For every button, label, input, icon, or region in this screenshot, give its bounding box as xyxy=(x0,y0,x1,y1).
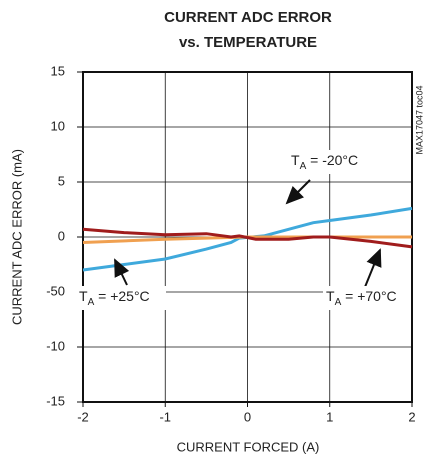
label-bg xyxy=(288,150,350,174)
data-line xyxy=(82,227,413,249)
annotation: TA = -20°C xyxy=(291,152,358,172)
y-tick-label: 5 xyxy=(58,173,65,188)
x-tick-label: 0 xyxy=(244,409,251,424)
chart-title: CURRENT ADC ERROR xyxy=(164,9,332,26)
arrow xyxy=(114,258,130,286)
arrow xyxy=(364,248,382,288)
y-tick-label: 10 xyxy=(51,118,65,133)
chart-subtitle: vs. TEMPERATURE xyxy=(179,34,317,51)
label-bg xyxy=(323,286,411,310)
y-tick-label: -10 xyxy=(46,338,65,353)
y-tick-label: 15 xyxy=(51,63,65,78)
annotation: TA = +70°C xyxy=(326,288,397,308)
label-bg xyxy=(76,286,166,310)
y-tick-label: -15 xyxy=(46,393,65,408)
y-tick-label: -50 xyxy=(46,283,65,298)
x-tick-label: 2 xyxy=(408,409,415,424)
x-axis-title: CURRENT FORCED (A) xyxy=(177,439,320,454)
figure-id: MAX17047 toc04 xyxy=(414,85,424,154)
y-tick-label: 0 xyxy=(58,228,65,243)
x-tick-label: -2 xyxy=(77,409,89,424)
annotations: TA = -20°C TA = +25°C TA = +70°C xyxy=(76,150,411,310)
x-tick-label: -1 xyxy=(159,409,171,424)
x-tick-label: 1 xyxy=(326,409,333,424)
y-axis-title: CURRENT ADC ERROR (mA) xyxy=(9,149,24,325)
arrow xyxy=(285,179,311,205)
annotation: TA = +25°C xyxy=(79,288,150,308)
